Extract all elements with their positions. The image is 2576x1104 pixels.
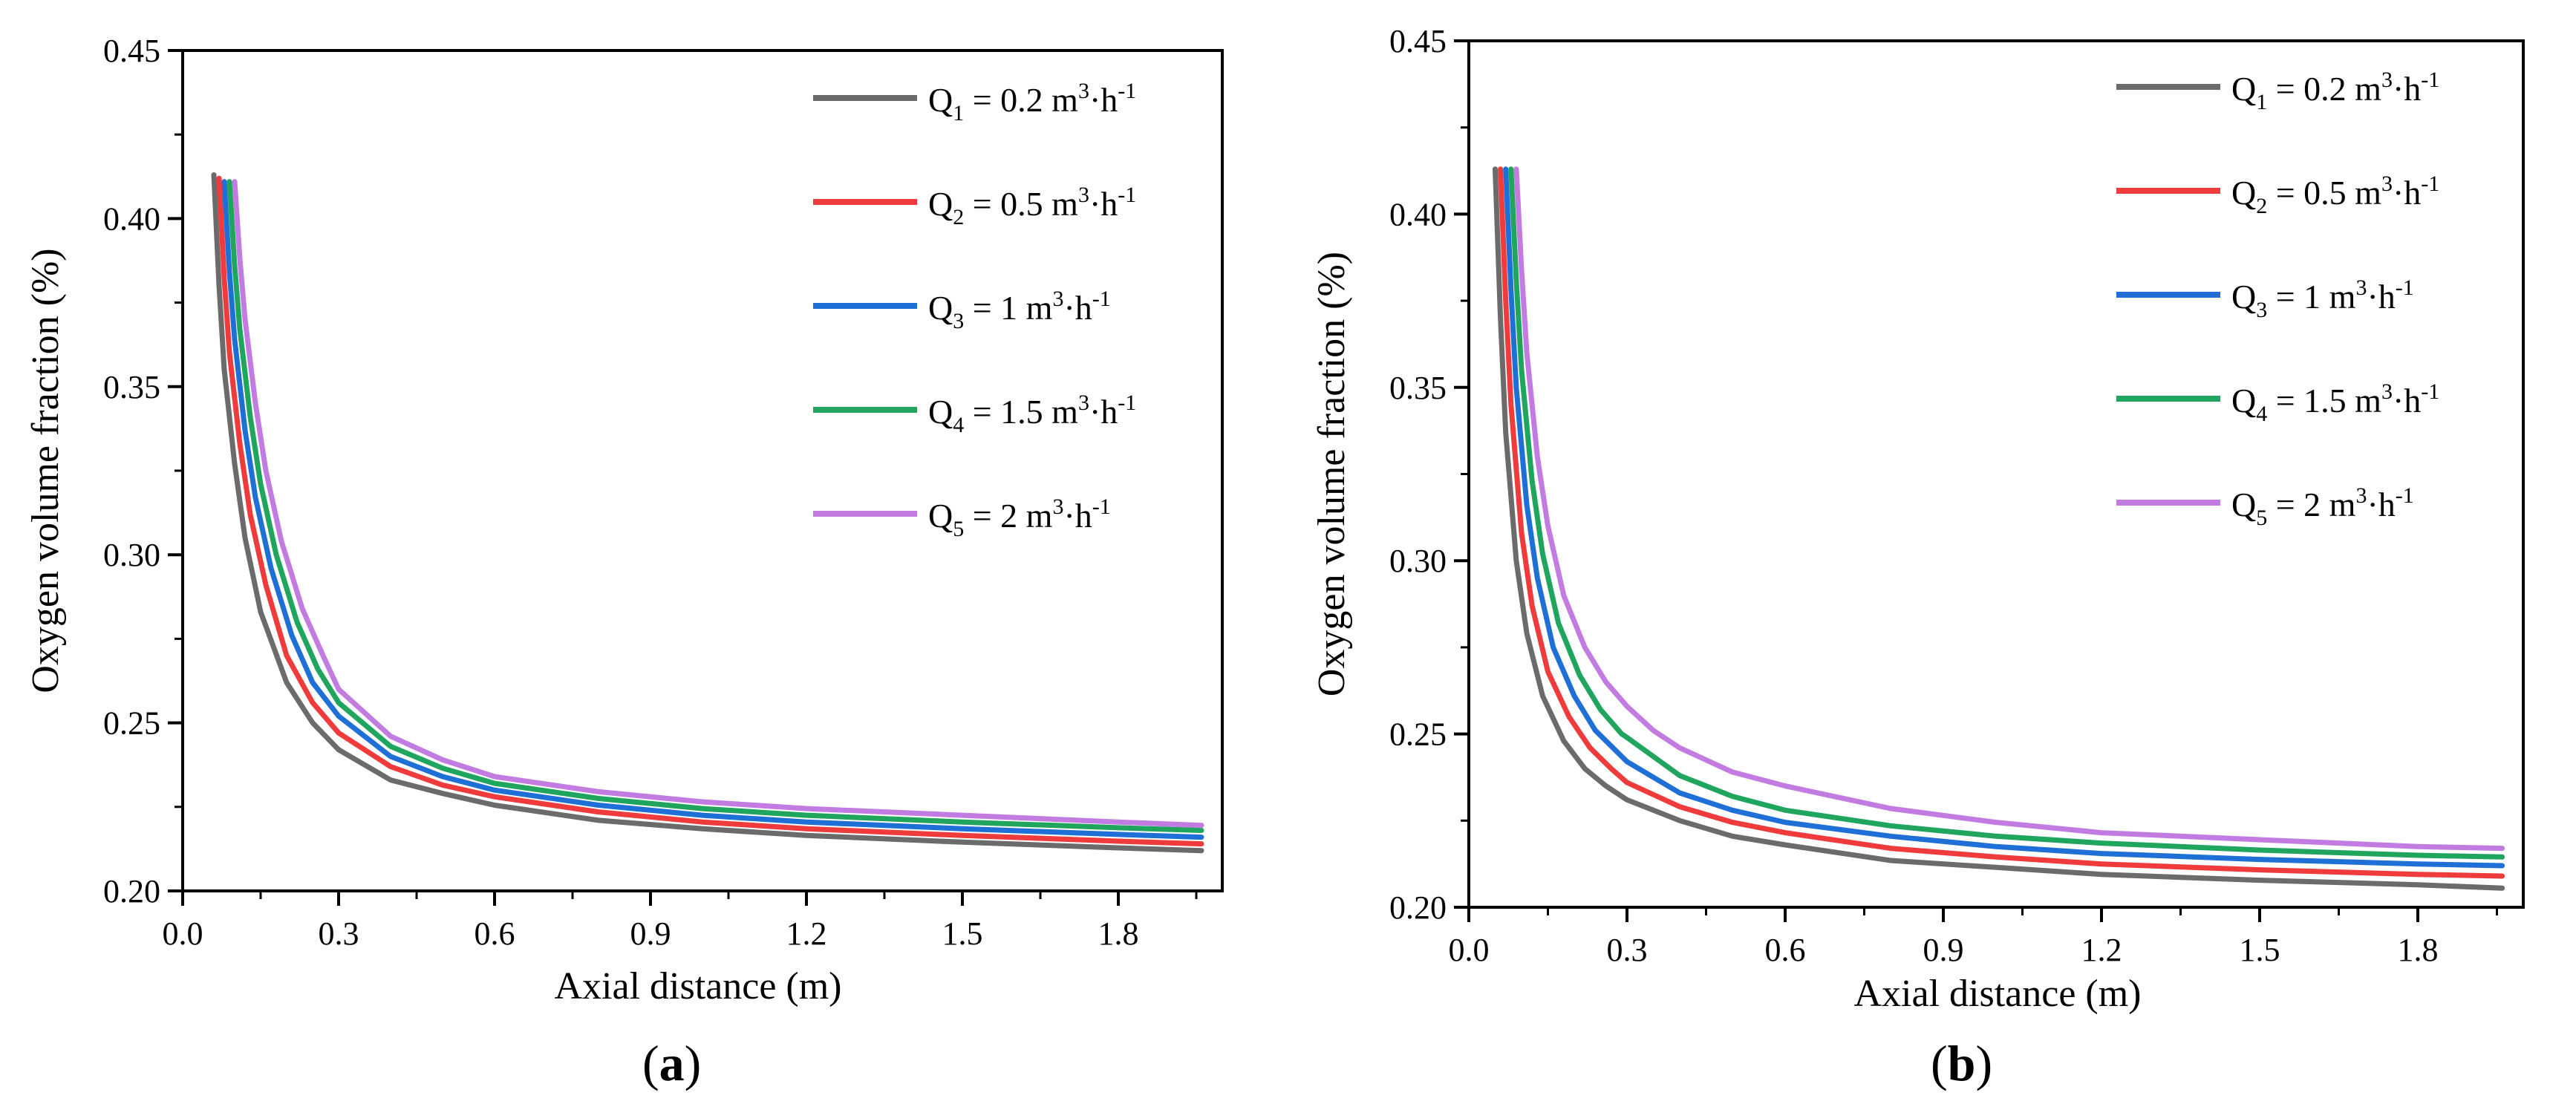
y-tick-label: 0.20 bbox=[103, 873, 160, 909]
x-tick-label: 1.8 bbox=[1098, 915, 1139, 952]
series-line-q5 bbox=[1513, 166, 2505, 852]
y-tick-label: 0.25 bbox=[1389, 716, 1447, 753]
legend-label-q4: Q4 = 1.5 m3·h-1 bbox=[2231, 379, 2439, 426]
series-line-q5 bbox=[232, 179, 1204, 829]
legend: Q1 = 0.2 m3·h-1 Q2 = 0.5 m3·h-1 Q3 = 1 m3·… bbox=[2116, 68, 2439, 530]
x-tick-label: 0.3 bbox=[319, 915, 359, 952]
y-axis-title: Oxygen volume fraction (%) bbox=[25, 248, 67, 693]
series-line-q3 bbox=[221, 179, 1204, 840]
x-tick-label: 0.0 bbox=[1449, 932, 1490, 968]
legend-label-q2: Q2 = 0.5 m3·h-1 bbox=[928, 183, 1136, 229]
x-tick-label: 0.0 bbox=[163, 915, 203, 952]
series-line-q1 bbox=[211, 172, 1204, 854]
y-tick-label: 0.35 bbox=[1389, 370, 1447, 406]
x-tick-label: 1.2 bbox=[2081, 932, 2122, 968]
x-tick-label: 1.2 bbox=[786, 915, 827, 952]
chart-panel-b: 0.0 0.3 0.6 0.9 1.2 1.5 1.8 0.20 0.25 0.30 0.35 0.4… bbox=[1311, 23, 2525, 1091]
legend-label-q5: Q5 = 2 m3·h-1 bbox=[2231, 483, 2414, 530]
y-axis-title: Oxygen volume fraction (%) bbox=[1311, 252, 1353, 696]
x-tick-label: 1.5 bbox=[942, 915, 983, 952]
panel-label: (b) bbox=[1931, 1035, 1992, 1091]
x-tick-label: 0.9 bbox=[1923, 932, 1964, 968]
x-tick-label: 0.6 bbox=[1765, 932, 1806, 968]
x-tick-label: 0.9 bbox=[630, 915, 671, 952]
plot-frame bbox=[181, 49, 1224, 892]
legend-label-q2: Q2 = 0.5 m3·h-1 bbox=[2231, 172, 2439, 218]
y-tick-label: 0.40 bbox=[103, 200, 160, 237]
y-tick-label: 0.35 bbox=[103, 369, 160, 405]
y-tick-label: 0.45 bbox=[103, 33, 160, 69]
x-tick-label: 1.5 bbox=[2240, 932, 2280, 968]
legend-label-q3: Q3 = 1 m3·h-1 bbox=[2231, 275, 2414, 322]
y-tick-label: 0.25 bbox=[103, 705, 160, 742]
legend-label-q1: Q1 = 0.2 m3·h-1 bbox=[928, 79, 1136, 125]
legend: Q1 = 0.2 m3·h-1 Q2 = 0.5 m3·h-1 Q3 = 1 m3·… bbox=[813, 79, 1136, 541]
legend-label-q5: Q5 = 2 m3·h-1 bbox=[928, 494, 1111, 541]
legend-label-q3: Q3 = 1 m3·h-1 bbox=[928, 287, 1111, 333]
x-axis-title: Axial distance (m) bbox=[1854, 973, 2142, 1015]
series-line-q2 bbox=[1498, 166, 2505, 879]
series-line-q4 bbox=[226, 179, 1204, 833]
x-tick-label: 0.6 bbox=[475, 915, 515, 952]
y-tick-label: 0.20 bbox=[1389, 889, 1447, 926]
x-axis-title: Axial distance (m) bbox=[555, 965, 842, 1007]
y-tick-label: 0.30 bbox=[103, 537, 160, 573]
x-tick-label: 0.3 bbox=[1607, 932, 1648, 968]
y-tick-label: 0.30 bbox=[1389, 543, 1447, 579]
chart-panel-a: 0.0 0.3 0.6 0.9 1.2 1.5 1.8 0.20 0.25 0.30 0.35 0.4… bbox=[25, 33, 1224, 1091]
legend-label-q1: Q1 = 0.2 m3·h-1 bbox=[2231, 68, 2439, 114]
y-tick-label: 0.40 bbox=[1389, 196, 1447, 232]
plot-frame bbox=[1467, 39, 2525, 909]
legend-label-q4: Q4 = 1.5 m3·h-1 bbox=[928, 391, 1136, 437]
series-line-q1 bbox=[1493, 166, 2505, 891]
series-line-q2 bbox=[216, 175, 1204, 847]
panel-label: (a) bbox=[642, 1035, 701, 1091]
series-line-q4 bbox=[1508, 166, 2505, 860]
series-line-q3 bbox=[1503, 166, 2505, 869]
x-tick-label: 1.8 bbox=[2398, 932, 2439, 968]
y-tick-label: 0.45 bbox=[1389, 23, 1447, 59]
